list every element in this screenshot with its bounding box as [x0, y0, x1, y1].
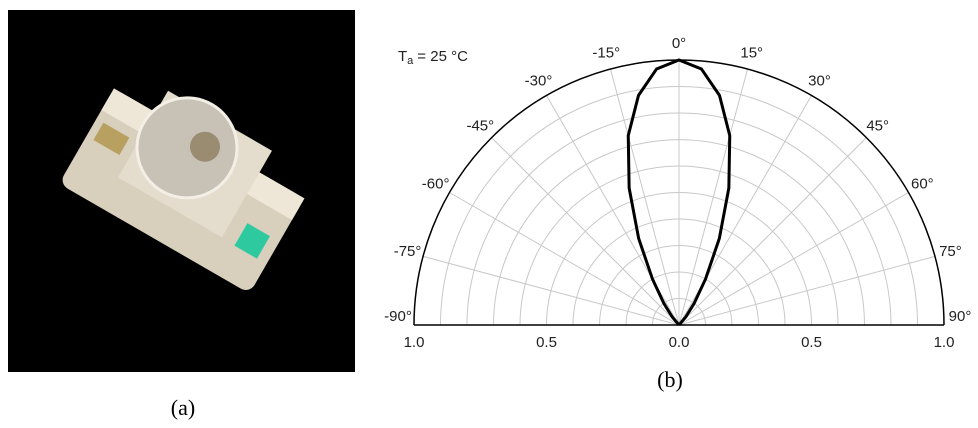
- annotation-text: = 25 °C: [417, 48, 468, 65]
- theta-tick-label: -75°: [394, 243, 422, 260]
- theta-tick-label: 60°: [911, 175, 934, 192]
- theta-tick-label: 0°: [672, 35, 686, 52]
- annotation: Ta= 25 °C: [398, 48, 468, 67]
- theta-tick-label: -60°: [422, 175, 450, 192]
- figure: (a) (b) Ta= 25 °C 0.0 0.5 0.5 1.0 1.0 -90° -75…: [0, 0, 978, 423]
- theta-tick-label: -30°: [525, 73, 553, 90]
- theta-tick-label: 15°: [740, 45, 763, 62]
- theta-tick-label: 90°: [949, 308, 972, 325]
- r-tick-label: 1.0: [404, 334, 425, 351]
- caption: (a): [171, 395, 195, 420]
- annotation-symbol: T: [398, 48, 407, 65]
- annotation-subscript: a: [407, 55, 414, 67]
- r-tick-label: 0.5: [801, 334, 822, 351]
- theta-tick-label: 30°: [808, 73, 831, 90]
- r-tick-label: 0.5: [536, 334, 557, 351]
- theta-tick-label: -90°: [384, 308, 412, 325]
- r-tick-label: 0.0: [669, 334, 690, 351]
- theta-tick-label: -15°: [592, 45, 620, 62]
- r-tick-label: 1.0: [934, 334, 955, 351]
- led-photo: [8, 10, 355, 372]
- theta-tick-label: -45°: [466, 117, 494, 134]
- caption: (b): [657, 367, 683, 392]
- theta-tick-label: 45°: [866, 117, 889, 134]
- theta-tick-label: 75°: [939, 243, 962, 260]
